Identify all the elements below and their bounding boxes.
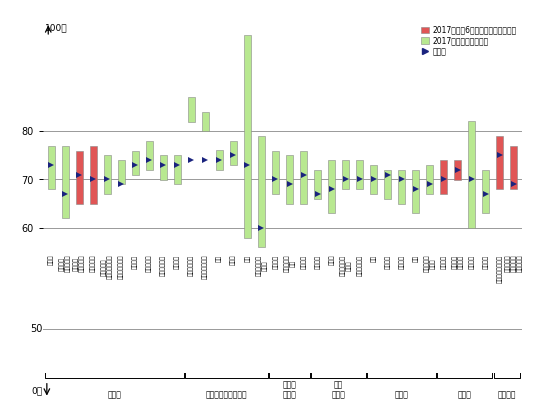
Text: 小売系: 小売系	[107, 390, 121, 399]
Text: 100点: 100点	[45, 23, 68, 32]
Bar	[76, 150, 83, 204]
Bar	[412, 170, 419, 213]
Bar	[62, 146, 69, 218]
Text: 事務機器: 事務機器	[441, 255, 447, 269]
Text: 50: 50	[30, 324, 42, 334]
Bar	[328, 160, 335, 213]
Text: 教育サービス: 教育サービス	[357, 255, 362, 276]
Bar	[103, 155, 111, 194]
Bar	[202, 112, 209, 131]
Text: 0点: 0点	[31, 387, 42, 396]
Text: 銀行（個人
向け貓蓄・
投資商品）: 銀行（個人 向け貓蓄・ 投資商品）	[505, 255, 523, 272]
Bar	[398, 170, 405, 204]
Text: ガス小売: ガス小売	[483, 255, 489, 269]
Text: 電力小売: 電力小売	[469, 255, 475, 269]
Text: 通信販売: 通信販売	[174, 255, 180, 269]
Bar	[47, 146, 54, 189]
Bar	[356, 160, 363, 189]
Text: 携帯電話: 携帯電話	[315, 255, 320, 269]
Text: 国内長距離
交通: 国内長距離 交通	[284, 255, 295, 272]
Text: 損害保険: 損害保険	[399, 255, 405, 269]
Text: フィットネス
クラブ: フィットネス クラブ	[340, 255, 351, 276]
Text: 百貨店: 百貨店	[49, 255, 54, 266]
Text: 国際航空: 国際航空	[273, 255, 278, 269]
Legend: 2017年度第6回（今回）発表の業種, 2017年度調査済の業種, 中央値: 2017年度第6回（今回）発表の業種, 2017年度調査済の業種, 中央値	[420, 24, 519, 58]
Text: 家電量販店: 家電量販店	[90, 255, 96, 272]
Text: 観光・飲食・交通系: 観光・飲食・交通系	[206, 390, 247, 399]
Text: 証券: 証券	[413, 255, 418, 262]
Bar	[258, 136, 265, 247]
Bar	[426, 165, 433, 194]
Text: 各種専門店: 各種専門店	[147, 255, 152, 272]
Text: 通信・
物流系: 通信・ 物流系	[282, 380, 296, 399]
Text: 自動車販売店: 自動車販売店	[160, 255, 166, 276]
Text: 衣料品店: 衣料品店	[132, 255, 138, 269]
Text: 飲食: 飲食	[216, 255, 222, 262]
Bar	[314, 170, 321, 199]
Text: スーパー
マーケット: スーパー マーケット	[59, 255, 71, 272]
Bar	[132, 150, 139, 175]
Text: エンタテイン
メント: エンタテイン メント	[256, 255, 267, 276]
Bar	[300, 150, 307, 204]
Text: 生命保険: 生命保険	[385, 255, 391, 269]
Bar	[90, 146, 96, 204]
Bar	[272, 150, 279, 194]
Bar	[370, 165, 377, 194]
Text: コンビニ
エンストア: コンビニ エンストア	[73, 255, 85, 272]
Text: 生活用品店
ホームセンター: 生活用品店 ホームセンター	[101, 255, 113, 280]
Text: その他: その他	[458, 390, 472, 399]
Bar	[342, 160, 349, 189]
Text: ビジネスホテル: ビジネスホテル	[203, 255, 208, 280]
Bar	[160, 155, 167, 180]
Text: ドラッグストア: ドラッグストア	[118, 255, 124, 280]
Text: 住設機器
サービス: 住設機器 サービス	[452, 255, 464, 269]
Text: 近傍鉄道: 近傍鉄道	[301, 255, 306, 269]
Bar	[146, 141, 153, 170]
Bar	[496, 136, 503, 189]
Text: 宅配便: 宅配便	[329, 255, 334, 266]
Bar	[469, 122, 475, 228]
Text: パリーグ野球観戦: パリーグ野球観戦	[497, 255, 503, 283]
Bar	[230, 141, 237, 165]
Text: 金融系: 金融系	[395, 390, 409, 399]
Bar	[174, 155, 181, 184]
Text: 生活
支援系: 生活 支援系	[332, 380, 345, 399]
Bar	[511, 146, 518, 189]
Text: 特殊調査: 特殊調査	[498, 390, 516, 399]
Bar	[286, 155, 293, 204]
Bar	[118, 160, 125, 184]
Bar	[482, 170, 489, 213]
Bar	[244, 34, 251, 238]
Bar	[454, 160, 462, 180]
Text: 銀行: 銀行	[371, 255, 376, 262]
Text: 旅行: 旅行	[245, 255, 250, 262]
Text: カフェ: カフェ	[231, 255, 236, 266]
Bar	[440, 160, 447, 194]
Text: シティホテル: シティホテル	[189, 255, 194, 276]
Bar	[384, 170, 391, 199]
Text: クレジット
カード: クレジット カード	[424, 255, 435, 272]
Bar	[188, 97, 195, 122]
Bar	[216, 150, 223, 170]
